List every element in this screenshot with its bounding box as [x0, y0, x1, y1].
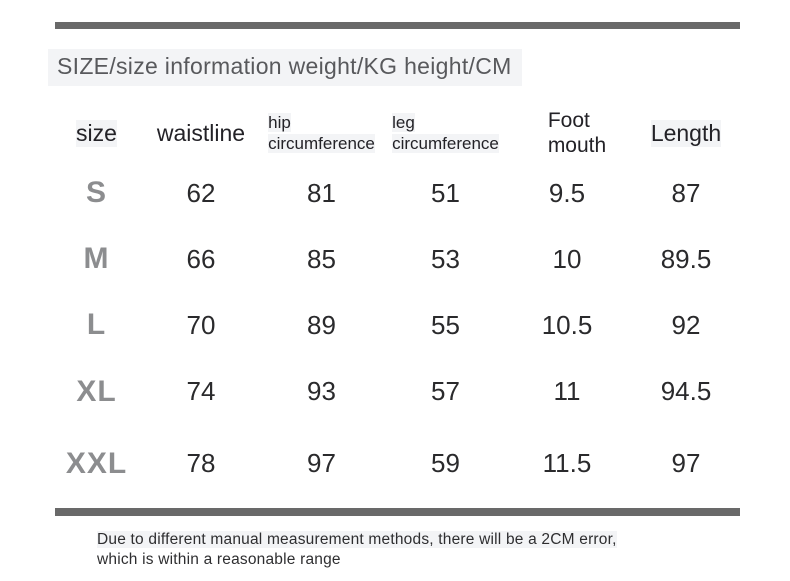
waistline-value: 66	[186, 243, 216, 274]
hip-circumference-value: 89	[307, 309, 336, 340]
table-row-s: S 62 81 51 9.5 87	[50, 160, 745, 226]
column-header-waistline: waistline	[156, 120, 246, 147]
hip-circumference-value: 93	[307, 376, 336, 406]
column-header-foot-mouth: Foot mouth	[547, 109, 607, 157]
foot-mouth-value: 9.5	[548, 177, 586, 208]
length-value: 89.5	[660, 243, 712, 274]
leg-circumference-value: 53	[431, 243, 460, 274]
table-header-row: size waistline hip circumference leg circu…	[50, 106, 745, 160]
hip-circumference-value: 97	[307, 448, 336, 478]
foot-mouth-value: 11	[553, 376, 581, 406]
waistline-value: 78	[186, 448, 216, 478]
page-title: SIZE/size information weight/KG height/C…	[48, 49, 522, 86]
waistline-value: 62	[186, 177, 216, 208]
measurement-note-line1: Due to different manual measurement meth…	[97, 531, 617, 548]
hip-circumference-value: 85	[307, 243, 336, 274]
size-label: XL	[76, 374, 117, 408]
bottom-divider-bar	[55, 508, 740, 516]
column-header-length: Length	[650, 120, 722, 148]
table-row-m: M 66 85 53 10 89.5	[50, 226, 745, 292]
table-row-xxl: XXL 78 97 59 11.5 97	[50, 425, 745, 502]
leg-circumference-value: 57	[431, 376, 460, 406]
length-value: 97	[671, 448, 701, 478]
size-label: S	[85, 176, 107, 209]
length-value: 92	[671, 309, 701, 340]
foot-mouth-value: 11.5	[542, 448, 592, 478]
column-header-hip-circumference: hip circumference	[268, 113, 375, 153]
hip-circumference-value: 81	[307, 177, 336, 208]
foot-mouth-value: 10.5	[541, 309, 593, 340]
waistline-value: 70	[186, 309, 216, 340]
measurement-note: Due to different manual measurement meth…	[97, 530, 617, 569]
foot-mouth-value: 10	[552, 243, 582, 274]
size-label: L	[86, 308, 107, 341]
column-header-leg-circumference: leg circumference	[392, 113, 499, 153]
column-header-size: size	[76, 120, 117, 148]
table-row-xl: XL 74 93 57 11 94.5	[50, 358, 745, 425]
leg-circumference-value: 55	[431, 309, 460, 340]
length-value: 94.5	[660, 376, 712, 406]
size-table: size waistline hip circumference leg circu…	[50, 106, 745, 502]
top-divider-bar	[55, 22, 740, 29]
waistline-value: 74	[186, 376, 216, 406]
size-label: XXL	[65, 446, 128, 480]
table-row-l: L 70 89 55 10.5 92	[50, 292, 745, 358]
length-value: 87	[671, 177, 701, 208]
leg-circumference-value: 51	[431, 177, 460, 208]
size-label: M	[83, 242, 110, 275]
leg-circumference-value: 59	[431, 448, 460, 478]
measurement-note-line2: which is within a reasonable range	[97, 550, 341, 568]
